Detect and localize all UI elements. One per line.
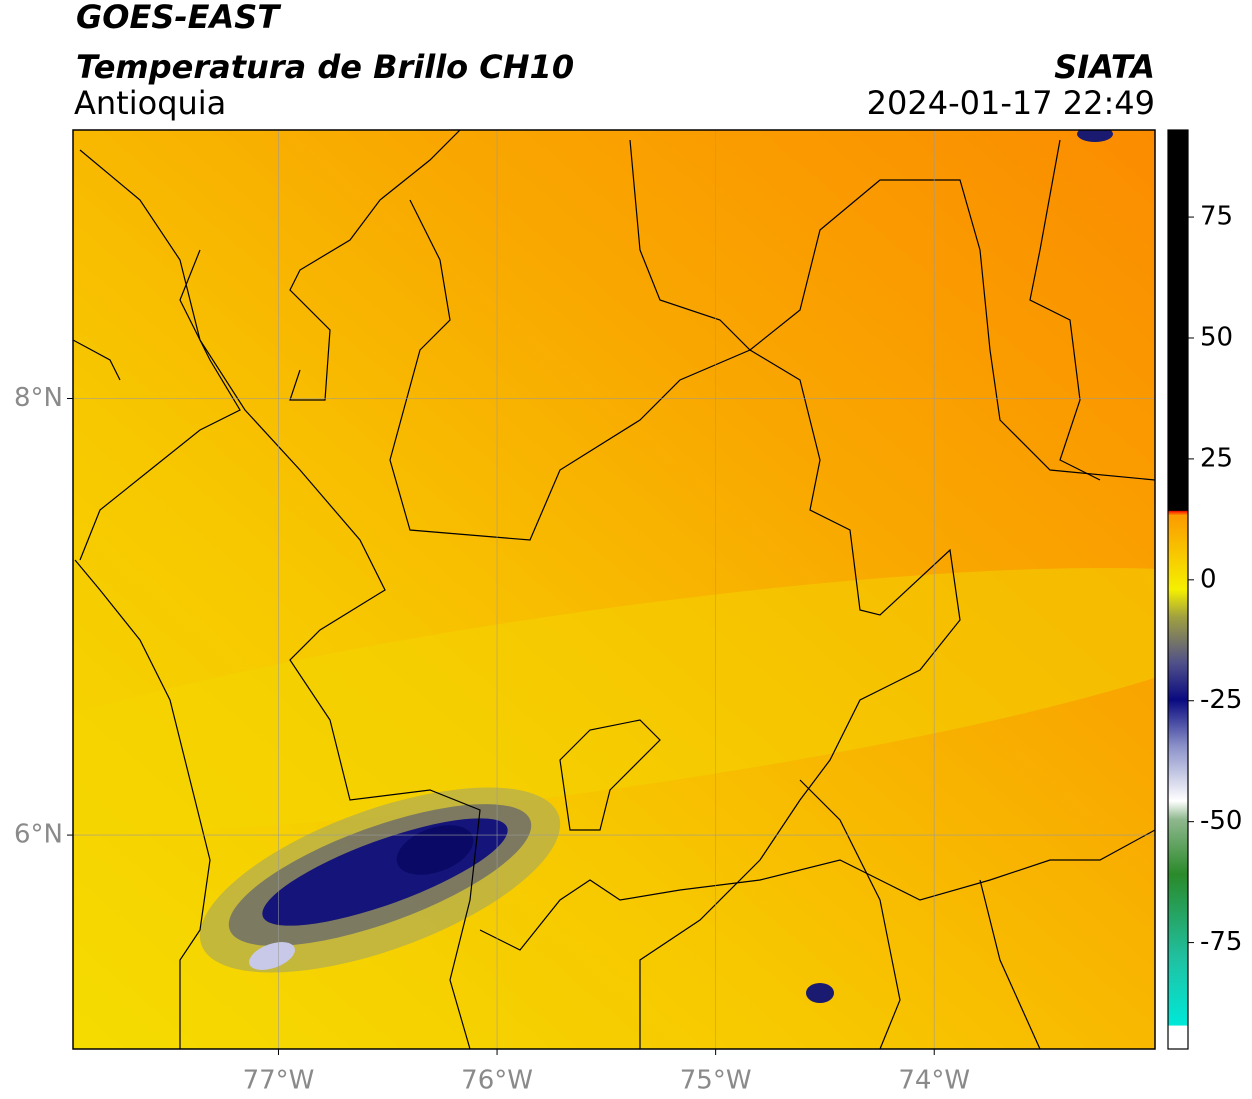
grid (73, 130, 1155, 1049)
boundaries (73, 130, 1155, 1049)
source: SIATA (1054, 48, 1155, 86)
x-tick-label: 76°W (461, 1066, 533, 1096)
colorbar-tick-label: 25 (1200, 443, 1233, 473)
colorbar-tick-label: -75 (1200, 927, 1242, 957)
x-tick-label: 74°W (898, 1066, 970, 1096)
colorbar-tick-label: -25 (1200, 685, 1242, 715)
datetime: 2024-01-17 22:49 (867, 84, 1155, 122)
x-tick-label: 77°W (243, 1066, 315, 1096)
band (73, 567, 1155, 833)
cloud (199, 130, 1113, 1003)
map-frame (72, 129, 1156, 1050)
colorbar-tick-label: 75 (1200, 202, 1233, 232)
y-tick-label: 8°N (14, 383, 63, 413)
colorbar-tick-label: 0 (1200, 564, 1217, 594)
colorbar (1167, 129, 1189, 1050)
region: Antioquia (74, 84, 226, 122)
map-image (73, 130, 1155, 1049)
y-tick-label: 6°N (14, 820, 63, 850)
colorbar-tick-label: -50 (1200, 806, 1242, 836)
colorbar-tick-label: 50 (1200, 322, 1233, 352)
title: GOES-EAST (76, 0, 281, 36)
subtitle: Temperatura de Brillo CH10 (76, 48, 574, 86)
x-tick-label: 75°W (680, 1066, 752, 1096)
